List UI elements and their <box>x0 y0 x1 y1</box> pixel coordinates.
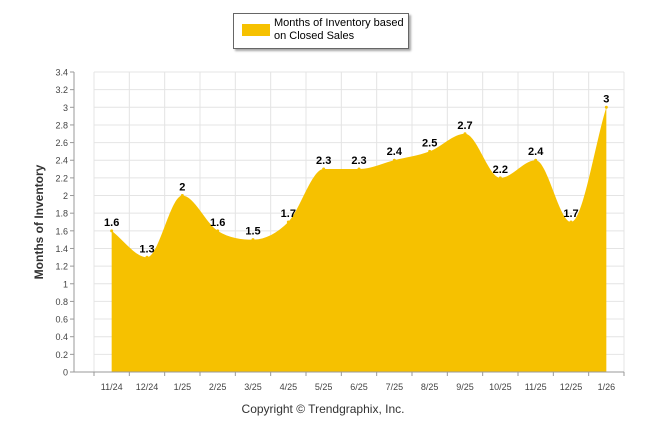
y-tick-label: 3.4 <box>55 68 68 78</box>
y-tick-label: 1 <box>63 279 68 289</box>
data-point <box>604 105 608 109</box>
y-tick-label: 2 <box>63 191 68 201</box>
data-label: 1.5 <box>245 226 260 238</box>
data-label: 1.7 <box>281 208 296 220</box>
x-tick-label: 7/25 <box>386 382 404 392</box>
axes: 0 0.2 0.4 0.6 0.8 1 1.2 1.4 1.6 1.8 2 2.2 2.4 2.6 2.8 3… <box>55 68 625 392</box>
x-tick-label: 10/25 <box>489 382 512 392</box>
y-tick-label: 0 <box>63 368 68 378</box>
y-tick-label: 0.2 <box>55 350 68 360</box>
data-label: 2.3 <box>316 155 331 167</box>
y-tick-label: 2.6 <box>55 138 68 148</box>
y-tick-label: 2.2 <box>55 173 68 183</box>
data-point <box>463 132 467 136</box>
x-tick-label: 1/25 <box>174 382 192 392</box>
x-tick-label: 4/25 <box>280 382 298 392</box>
data-label: 1.3 <box>139 243 154 255</box>
data-label: 1.6 <box>104 217 119 229</box>
y-tick-label: 3.2 <box>55 85 68 95</box>
data-point <box>428 149 432 153</box>
data-point <box>322 167 326 171</box>
data-label: 2.2 <box>493 164 508 176</box>
y-tick-label: 1.8 <box>55 209 68 219</box>
x-tick-label: 12/24 <box>136 382 159 392</box>
data-label: 2.4 <box>387 146 403 158</box>
data-point <box>145 255 149 259</box>
x-tick-label: 2/25 <box>209 382 227 392</box>
data-point <box>498 176 502 180</box>
x-tick-label: 12/25 <box>560 382 583 392</box>
legend: Months of Inventory based on Closed Sale… <box>233 13 409 49</box>
y-tick-label: 1.6 <box>55 226 68 236</box>
data-label: 3 <box>603 93 609 105</box>
data-label: 2.5 <box>422 137 437 149</box>
data-label: 2.4 <box>528 146 544 158</box>
x-tick-label: 3/25 <box>244 382 262 392</box>
data-point <box>569 220 573 224</box>
x-tick-label: 5/25 <box>315 382 333 392</box>
data-point <box>534 158 538 162</box>
x-tick-label: 11/25 <box>525 382 547 392</box>
area-series <box>110 105 608 372</box>
data-point <box>286 220 290 224</box>
x-tick-label: 1/26 <box>598 382 616 392</box>
data-labels: 1.6 1.3 2 1.6 1.5 1.7 2.3 2.3 2.4 2.5 2.7 2.2 2.4 1.7… <box>104 93 609 255</box>
y-axis-title: Months of Inventory <box>32 164 46 279</box>
y-tick-label: 0.4 <box>55 332 68 342</box>
y-tick-label: 0.6 <box>55 315 68 325</box>
data-label: 2.3 <box>351 155 366 167</box>
y-tick-label: 2.4 <box>55 156 68 166</box>
data-point <box>216 229 220 233</box>
x-tick-label: 6/25 <box>350 382 368 392</box>
data-label: 1.6 <box>210 217 225 229</box>
area-fill <box>111 107 607 372</box>
y-tick-label: 0.8 <box>55 297 68 307</box>
y-tick-label: 1.2 <box>55 262 68 272</box>
legend-swatch <box>242 24 270 36</box>
data-label: 2.7 <box>457 120 472 132</box>
legend-label: Months of Inventory based on Closed Sale… <box>274 17 404 42</box>
y-tick-label: 1.4 <box>55 244 68 254</box>
data-point <box>392 158 396 162</box>
data-label: 2 <box>179 182 185 194</box>
data-point <box>251 238 255 242</box>
data-point <box>110 229 114 233</box>
data-point <box>180 194 184 198</box>
x-tick-label: 8/25 <box>421 382 439 392</box>
y-tick-label: 3 <box>63 103 68 113</box>
x-tick-label: 9/25 <box>456 382 474 392</box>
data-point <box>357 167 361 171</box>
y-tick-label: 2.8 <box>55 120 68 130</box>
copyright-text: Copyright © Trendgraphix, Inc. <box>241 402 405 416</box>
x-tick-label: 11/24 <box>101 382 123 392</box>
data-label: 1.7 <box>563 208 578 220</box>
